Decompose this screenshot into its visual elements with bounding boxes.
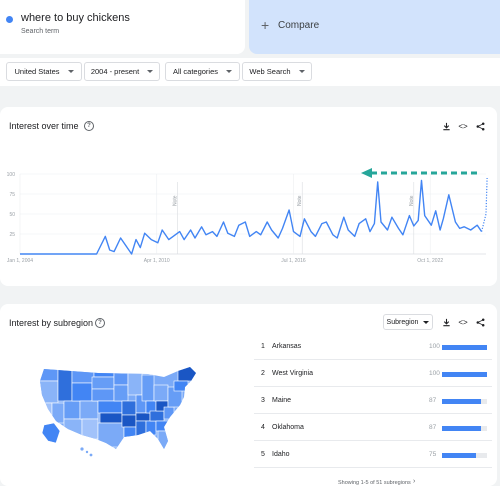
filter-region[interactable]: United States	[6, 62, 82, 81]
x-tick-label: Jul 1, 2016	[281, 258, 306, 264]
region-rank: 4	[261, 424, 265, 431]
chart-y-ticks: 25 50 75 100	[7, 172, 16, 238]
y-tick-label: 100	[7, 172, 16, 178]
annotation-arrow-head	[361, 168, 372, 178]
region-bar-track	[442, 345, 487, 350]
chevron-down-icon	[147, 70, 154, 73]
filter-time-range[interactable]: 2004 - present	[84, 62, 160, 81]
region-name: Oklahoma	[272, 424, 304, 431]
filter-search-type[interactable]: Web Search	[242, 62, 312, 81]
us-map[interactable]	[38, 365, 208, 465]
region-name: Maine	[272, 397, 292, 404]
alaska	[41, 422, 61, 444]
region-bar	[442, 372, 487, 377]
chevron-down-icon	[298, 70, 305, 73]
region-bar-track	[442, 372, 487, 377]
annotation-arrow	[361, 168, 478, 178]
chevron-down-icon	[226, 70, 233, 73]
share-icon[interactable]	[474, 316, 486, 328]
download-icon[interactable]	[440, 316, 452, 328]
y-tick-label: 25	[9, 232, 15, 238]
region-rank: 5	[261, 451, 265, 458]
x-tick-label: Oct 1, 2022	[417, 258, 443, 264]
y-tick-label: 75	[9, 192, 15, 198]
filter-region-label: United States	[14, 67, 60, 76]
interest-over-time-chart: 25 50 75 100 Jan 1, 2004 Apr 1, 2010 Jul 1, 2…	[7, 168, 488, 264]
filter-category[interactable]: All categories	[165, 62, 240, 81]
x-tick-label: Apr 1, 2010	[144, 258, 170, 264]
add-icon[interactable]: +	[261, 17, 270, 33]
chart-grid	[19, 173, 486, 255]
compare-button[interactable]: Compare	[278, 20, 320, 31]
region-value: 87	[429, 424, 437, 431]
region-value: 100	[429, 343, 440, 350]
y-tick-label: 50	[9, 212, 15, 218]
chevron-down-icon	[423, 320, 430, 324]
subregion-dropdown[interactable]: Subregion	[383, 314, 433, 330]
region-name: Idaho	[272, 451, 290, 458]
region-rank: 3	[261, 397, 265, 404]
note-label: Note	[173, 195, 179, 206]
download-icon[interactable]	[440, 120, 452, 132]
x-tick-label: Jan 1, 2004	[7, 258, 33, 264]
region-value: 75	[429, 451, 437, 458]
term-color-dot	[6, 16, 13, 23]
region-bar-track	[442, 426, 487, 431]
compare-card[interactable]	[249, 0, 500, 54]
list-item[interactable]: 5 Idaho 75	[254, 442, 492, 468]
region-bar	[442, 453, 476, 458]
filter-search-type-label: Web Search	[249, 67, 291, 76]
interest-over-time-card	[0, 107, 497, 286]
region-bar-track	[442, 453, 487, 458]
region-rank: 1	[261, 343, 265, 350]
region-bar-track	[442, 399, 487, 404]
help-icon[interactable]: ?	[95, 318, 105, 328]
note-label: Note	[297, 195, 303, 206]
region-name: West Virginia	[272, 370, 313, 377]
region-bar	[442, 345, 487, 350]
search-term-text[interactable]: where to buy chickens	[21, 12, 130, 24]
subregion-dropdown-label: Subregion	[386, 318, 419, 326]
embed-icon[interactable]: <>	[458, 121, 468, 131]
filter-category-label: All categories	[172, 67, 219, 76]
search-term-type: Search term	[21, 28, 60, 35]
region-bar	[442, 426, 482, 431]
list-item[interactable]: 2 West Virginia 100	[254, 361, 492, 387]
list-item[interactable]: 1 Arkansas 100	[254, 334, 492, 360]
chart-notes: Note Note Note	[173, 182, 415, 254]
list-item[interactable]: 3 Maine 87	[254, 388, 492, 414]
share-icon[interactable]	[474, 120, 486, 132]
partial-data-line	[481, 177, 488, 232]
note-label: Note	[409, 195, 415, 206]
series-line	[20, 179, 483, 255]
help-icon[interactable]: ?	[84, 121, 94, 131]
chart-x-labels: Jan 1, 2004 Apr 1, 2010 Jul 1, 2016 Oct 1, …	[7, 258, 443, 264]
hawaii	[80, 447, 84, 451]
region-rank: 2	[261, 370, 265, 377]
region-value: 100	[429, 370, 440, 377]
region-bar	[442, 399, 482, 404]
chevron-right-icon[interactable]: ›	[413, 478, 416, 485]
interest-over-time-title: Interest over time	[9, 121, 79, 131]
chevron-down-icon	[67, 70, 74, 73]
filter-time-label: 2004 - present	[90, 67, 140, 76]
region-name: Arkansas	[272, 343, 302, 350]
list-item[interactable]: 4 Oklahoma 87	[254, 415, 492, 441]
search-term-card[interactable]	[0, 0, 245, 54]
embed-icon[interactable]: <>	[458, 317, 468, 327]
interest-by-subregion-title: Interest by subregion	[9, 318, 94, 328]
pagination-status: Showing 1-5 of 51 subregions	[338, 480, 411, 486]
region-value: 87	[429, 397, 437, 404]
